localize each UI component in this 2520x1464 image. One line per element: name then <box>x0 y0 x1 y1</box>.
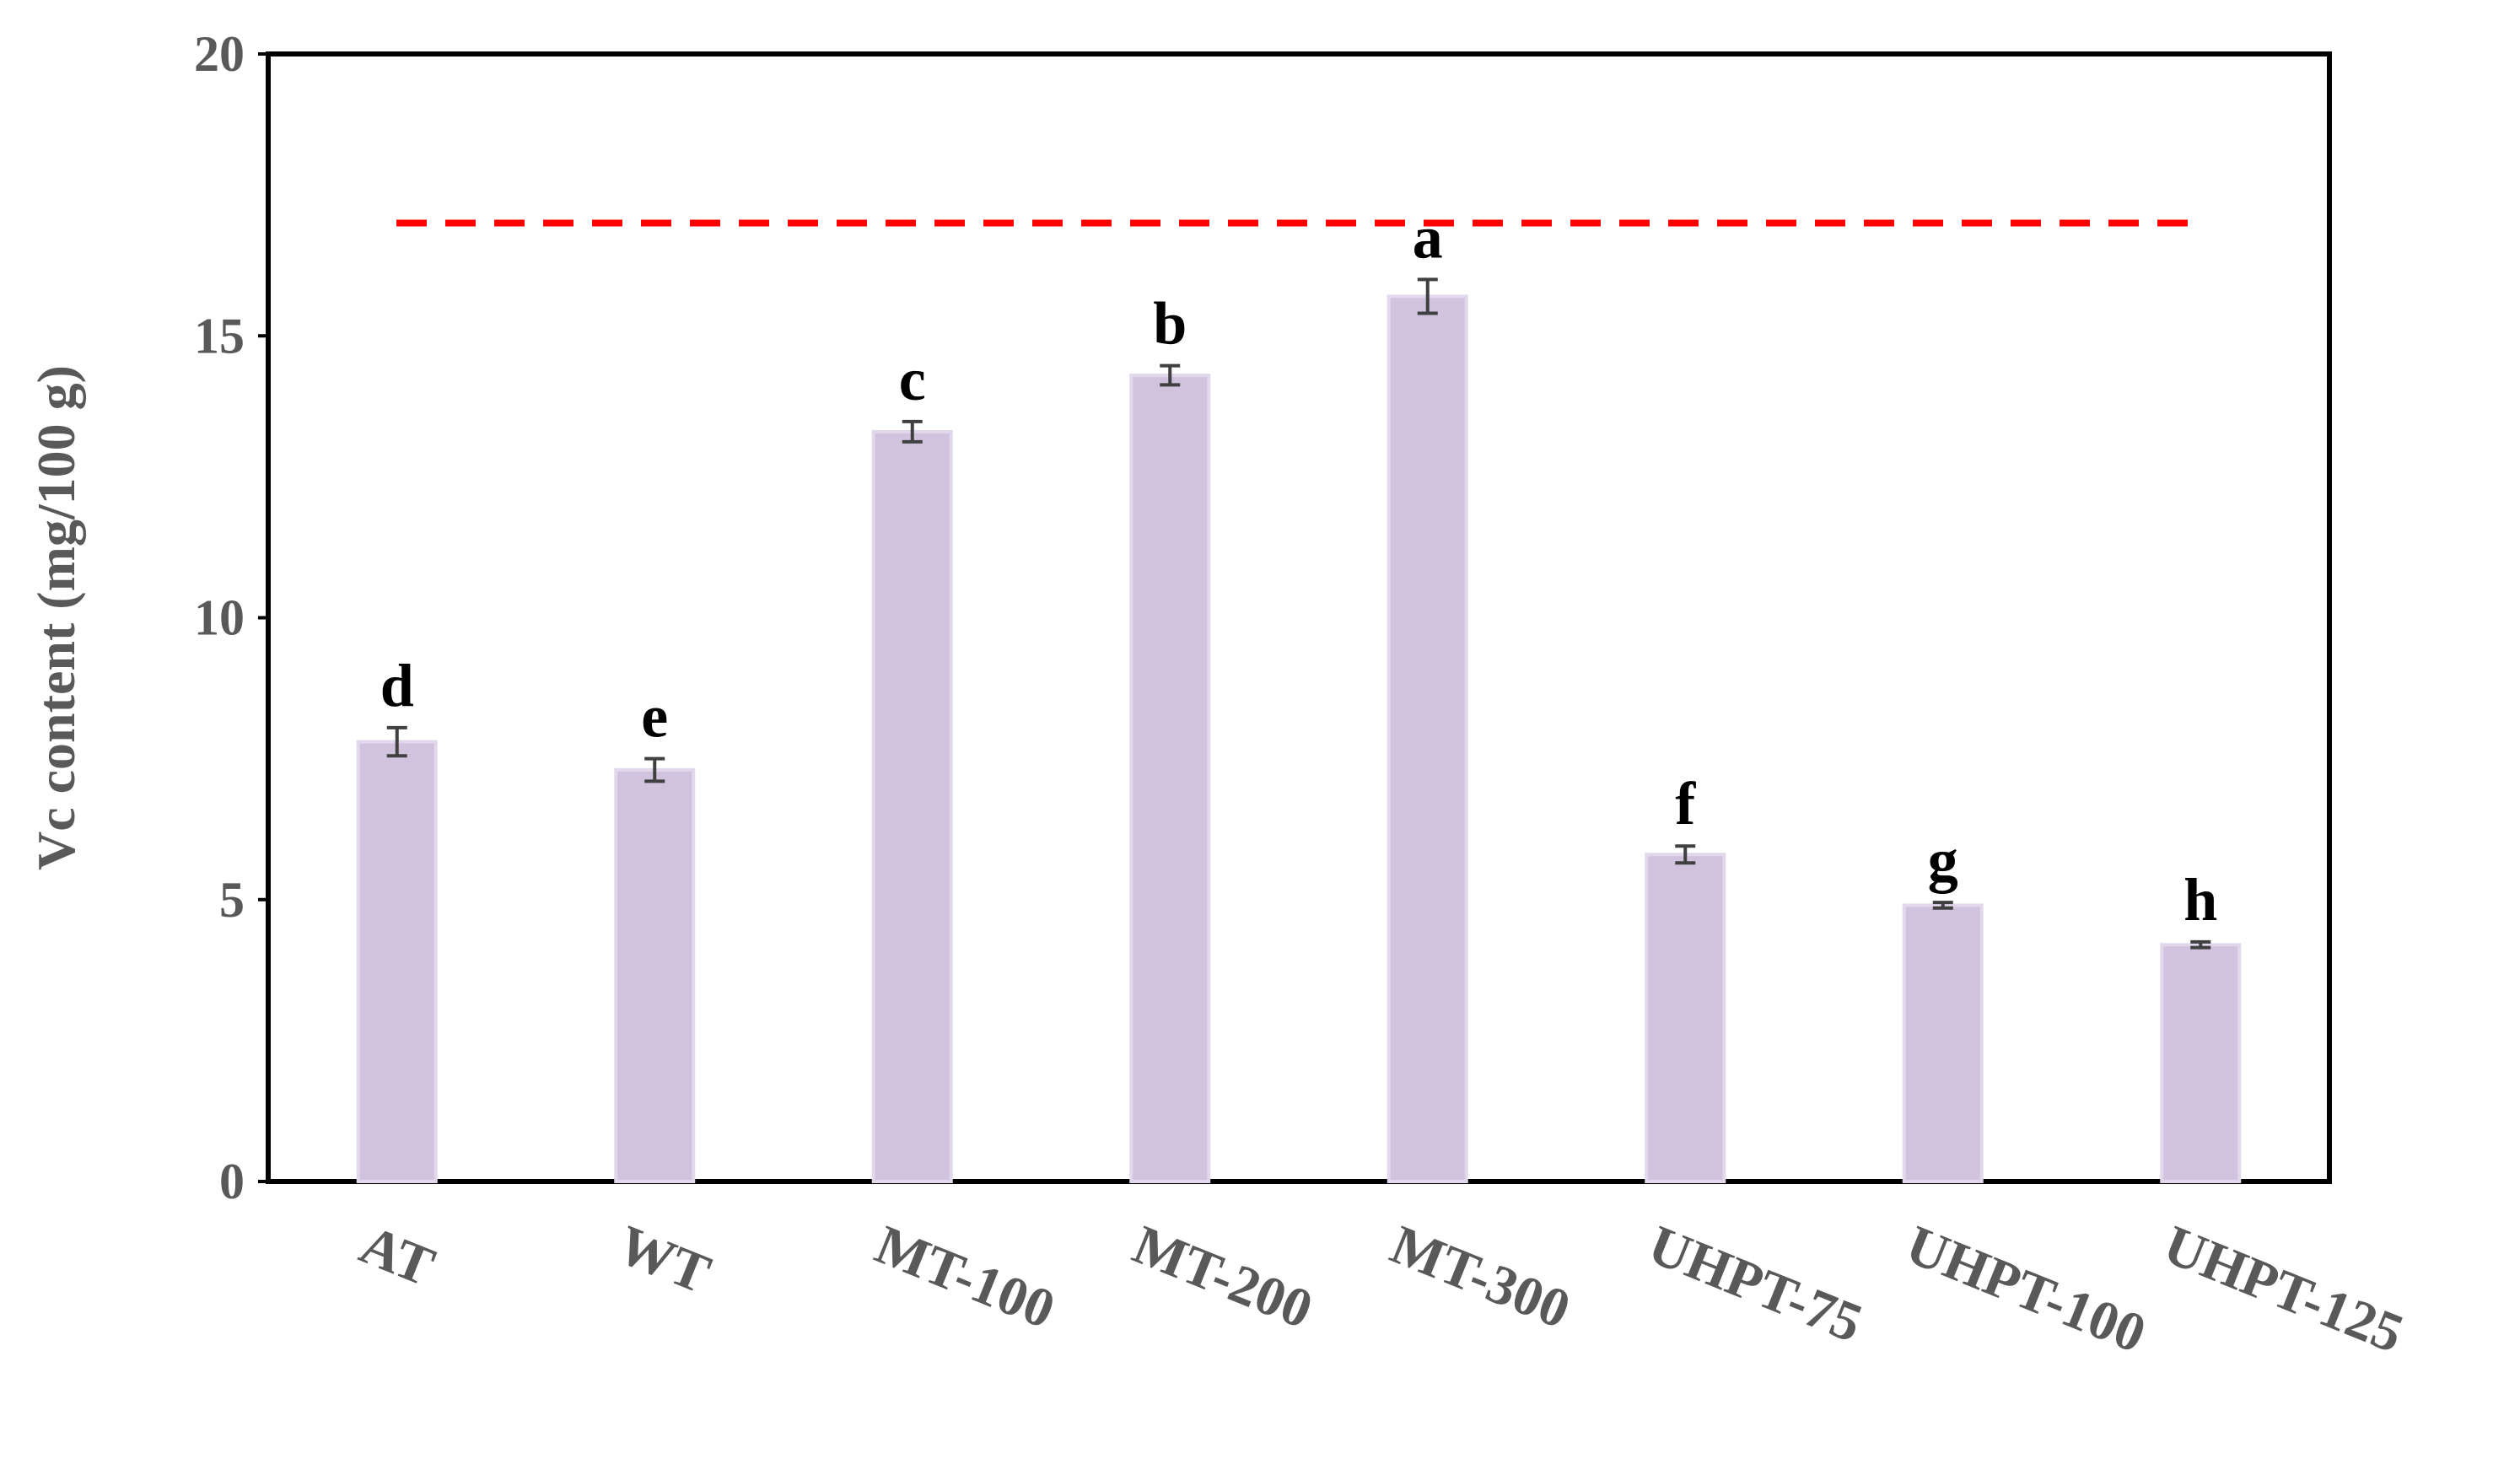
x-tick-label: UHPT-125 <box>2156 1214 2412 1364</box>
significance-label: a <box>1413 203 1443 271</box>
significance-label: g <box>1928 826 1958 894</box>
y-tick-label: 5 <box>219 872 245 928</box>
x-tick-label: AT <box>352 1214 443 1298</box>
x-tick-label: UHPT-75 <box>1640 1214 1871 1354</box>
y-tick-label: 15 <box>194 308 245 363</box>
bar-uhpt-125 <box>2160 943 2242 1183</box>
significance-label: b <box>1153 290 1187 358</box>
bar-at <box>356 740 438 1183</box>
bar-mt-100 <box>871 429 953 1183</box>
significance-label: c <box>899 346 926 413</box>
bar-mt-300 <box>1387 294 1468 1184</box>
x-tick-label: UHPT-100 <box>1898 1214 2154 1364</box>
bar-uhpt-75 <box>1645 853 1726 1184</box>
bar-wt <box>614 767 696 1183</box>
plot-area: 0 5 10 15 20 Vc content (mg/100 g) d AT e WT c MT-1… <box>26 26 2412 1365</box>
x-tick-label: MT-100 <box>867 1214 1063 1341</box>
significance-label: e <box>641 683 668 751</box>
significance-label: f <box>1675 770 1696 837</box>
x-tick-label: MT-200 <box>1125 1214 1321 1341</box>
y-tick-label: 10 <box>194 590 245 646</box>
x-tick-label: MT-300 <box>1382 1214 1578 1341</box>
y-tick-label: 0 <box>219 1154 245 1209</box>
x-tick-label: WT <box>610 1214 719 1305</box>
y-axis-title: Vc content (mg/100 g) <box>26 365 86 870</box>
significance-label: d <box>380 652 414 719</box>
significance-label: h <box>2183 866 2217 934</box>
y-tick-label: 20 <box>194 26 245 82</box>
bar-mt-200 <box>1129 374 1211 1184</box>
bar-uhpt-100 <box>1902 903 1984 1184</box>
